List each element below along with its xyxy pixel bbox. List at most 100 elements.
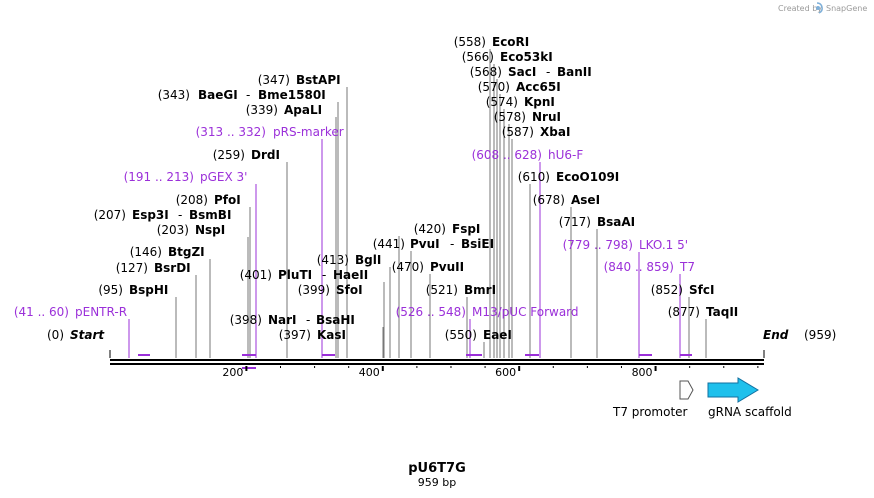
site-position: (399) (298, 283, 330, 297)
site-position: (95) (98, 283, 123, 297)
site-position: (401) (240, 268, 272, 282)
site-drdi[interactable]: (259) DrdI (213, 148, 280, 162)
t7-promoter-feature[interactable] (679, 380, 694, 400)
site-name: BmrI (464, 283, 496, 297)
site-name: EaeI (483, 328, 512, 342)
site-position: (470) (392, 260, 424, 274)
site-kasi[interactable]: (397) KasI (279, 328, 346, 342)
ruler-tick-label: 600 (495, 366, 516, 379)
site-position: (717) (559, 215, 591, 229)
site-position: (779 .. 798) (563, 238, 633, 252)
site-m13[interactable]: (526 .. 548) M13/pUC Forward (396, 305, 579, 319)
site-position: (313 .. 332) (196, 125, 266, 139)
site-name: BglI (355, 253, 381, 267)
site-pvuii[interactable]: (470) PvuII (392, 260, 464, 274)
site-eco53ki[interactable]: (566) Eco53kI (462, 50, 553, 64)
site-position: (550) (445, 328, 477, 342)
site-position: (852) (651, 283, 683, 297)
site-name: BstAPI (296, 73, 341, 87)
site-name-alt: HaeII (333, 268, 368, 282)
site-pvui[interactable]: (441) PvuI - BsiEI (373, 237, 494, 251)
site-bgli[interactable]: (413) BglI (317, 253, 382, 267)
site-position: (339) (246, 103, 278, 117)
site-position: (413) (317, 253, 349, 267)
site-bmri[interactable]: (521) BmrI (426, 283, 496, 297)
credit-text: Created by (778, 4, 822, 13)
site-name: BsaAI (597, 215, 635, 229)
site-name: pENTR-R (75, 305, 127, 319)
site-separator: - (246, 88, 250, 102)
site-pluti[interactable]: (401) PluTI - HaeII (240, 268, 369, 282)
site-bsaai[interactable]: (717) BsaAI (559, 215, 635, 229)
site-name: SfoI (336, 283, 363, 297)
site-position: (877) (668, 305, 700, 319)
site-sfci[interactable]: (852) SfcI (651, 283, 715, 297)
site-acc65i[interactable]: (570) Acc65I (478, 80, 561, 94)
site-saci[interactable]: (568) SacI - BanII (470, 65, 592, 79)
site-end[interactable]: (959) End (763, 328, 836, 342)
ruler-tick-label: 400 (359, 366, 380, 379)
site-name: PvuII (430, 260, 464, 274)
site-pfoi[interactable]: (208) PfoI (176, 193, 241, 207)
site-ecori[interactable]: (558) EcoRI (454, 35, 530, 49)
site-position: (146) (130, 245, 162, 259)
site-xbai[interactable]: (587) XbaI (502, 125, 571, 139)
site-position: (610) (518, 170, 550, 184)
ruler-tick-label: 800 (632, 366, 653, 379)
feature-marks (138, 354, 692, 369)
site-position: (578) (494, 110, 526, 124)
sequence-backbone (110, 359, 764, 365)
leader-lines (109, 49, 765, 358)
site-name-alt: Bme1580I (258, 88, 326, 102)
site-pentr-r[interactable]: (41 .. 60) pENTR-R (14, 305, 127, 319)
ruler-ticks: 200 400 600 800 (222, 366, 759, 379)
site-lko15[interactable]: (779 .. 798) LKO.1 5' (563, 238, 689, 252)
site-name: Acc65I (516, 80, 561, 94)
site-bsrdi[interactable]: (127) BsrDI (116, 261, 191, 275)
site-baegi[interactable]: (343) BaeGI - Bme1580I (158, 88, 326, 102)
site-btgzi[interactable]: (146) BtgZI (130, 245, 205, 259)
site-name: FspI (452, 222, 480, 236)
site-separator: - (546, 65, 550, 79)
site-hu6f[interactable]: (608 .. 628) hU6-F (472, 148, 584, 162)
plasmid-length: 959 bp (418, 476, 456, 489)
site-position: (208) (176, 193, 208, 207)
site-bstapi[interactable]: (347) BstAPI (258, 73, 341, 87)
site-position: (526 .. 548) (396, 305, 466, 319)
site-name-alt: BanII (557, 65, 592, 79)
site-position: (959) (804, 328, 836, 342)
site-nspi[interactable]: (203) NspI (157, 223, 226, 237)
t7-promoter-label: T7 promoter (612, 405, 688, 419)
site-apali[interactable]: (339) ApaLI (246, 103, 322, 117)
site-t7[interactable]: (840 .. 859) T7 (604, 260, 695, 274)
site-separator: - (450, 237, 454, 251)
site-position: (203) (157, 223, 189, 237)
site-pgex3[interactable]: (191 .. 213) pGEX 3' (124, 170, 248, 184)
site-kpni[interactable]: (574) KpnI (486, 95, 555, 109)
site-taqii[interactable]: (877) TaqII (668, 305, 739, 319)
site-name-alt: BsiEI (461, 237, 494, 251)
grna-scaffold-feature[interactable] (707, 377, 759, 403)
site-bsphi[interactable]: (95) BspHI (98, 283, 168, 297)
site-name-alt: BsaHI (316, 313, 355, 327)
site-nrui[interactable]: (578) NruI (494, 110, 561, 124)
site-name: Esp3I (132, 208, 169, 222)
site-sfoi[interactable]: (399) SfoI (298, 283, 363, 297)
site-name: Start (70, 328, 105, 342)
site-fspi[interactable]: (420) FspI (414, 222, 481, 236)
site-name: ApaLI (284, 103, 322, 117)
site-prs-marker[interactable]: (313 .. 332) pRS-marker (196, 125, 344, 139)
site-asei[interactable]: (678) AseI (533, 193, 600, 207)
site-position: (127) (116, 261, 148, 275)
site-start[interactable]: (0) Start (47, 328, 105, 342)
site-esp3i[interactable]: (207) Esp3I - BsmBI (94, 208, 232, 222)
site-eaei[interactable]: (550) EaeI (445, 328, 512, 342)
site-nari[interactable]: (398) NarI - BsaHI (230, 313, 355, 327)
site-eco0109i[interactable]: (610) EcoO109I (518, 170, 620, 184)
site-position: (678) (533, 193, 565, 207)
site-name: PluTI (278, 268, 312, 282)
site-position: (558) (454, 35, 486, 49)
ruler-tick-label: 200 (222, 366, 243, 379)
site-name: KpnI (524, 95, 555, 109)
